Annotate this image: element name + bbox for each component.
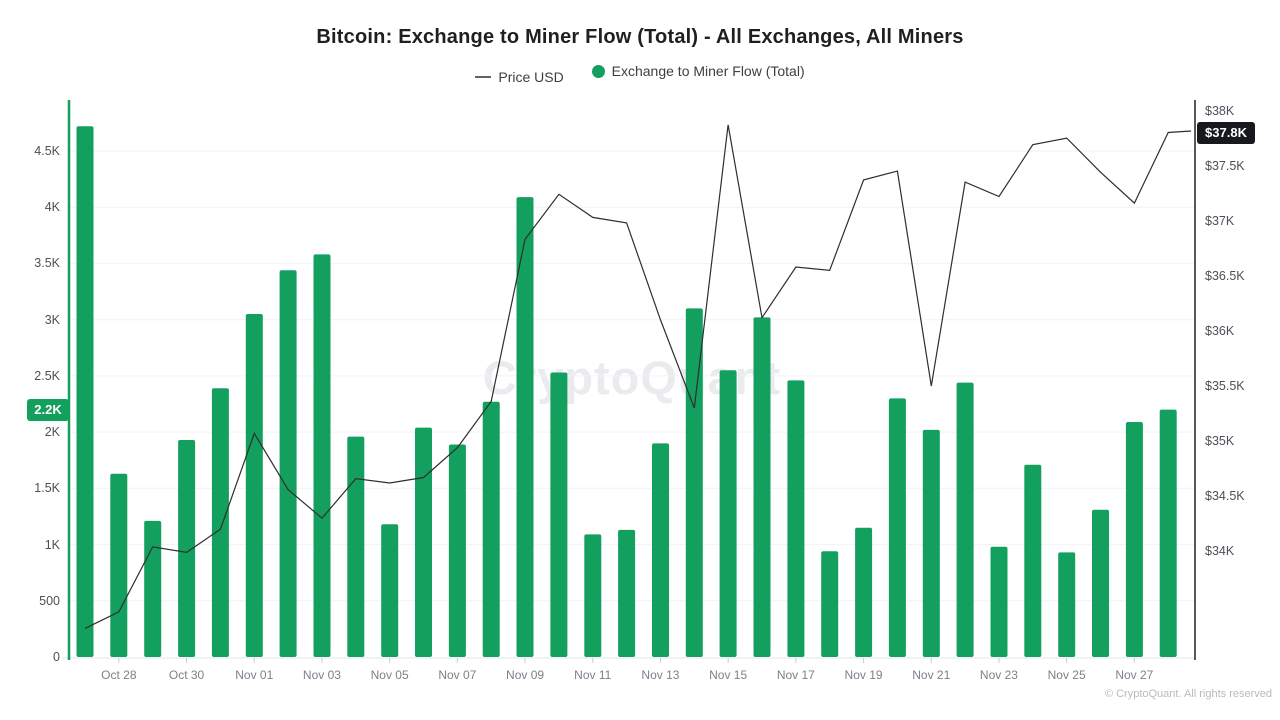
flow-bar — [719, 370, 737, 657]
x-tick-label: Nov 01 — [235, 668, 274, 682]
x-tick-label: Nov 09 — [506, 668, 545, 682]
legend-flow-label: Exchange to Miner Flow (Total) — [611, 63, 805, 79]
y-tick-label-left: 1K — [44, 537, 60, 552]
x-tick-label: Nov 05 — [370, 668, 409, 682]
x-tick-label: Nov 19 — [844, 668, 883, 682]
y-tick-label-right: $37K — [1205, 213, 1235, 228]
x-tick-label: Nov 15 — [709, 668, 748, 682]
flow-bar — [618, 529, 636, 657]
flow-bar — [1058, 552, 1076, 657]
x-tick-label: Nov 17 — [776, 668, 815, 682]
y-tick-label-left: 500 — [39, 593, 60, 608]
flow-bar — [956, 382, 974, 657]
flow-bar — [652, 443, 669, 657]
flow-bar — [313, 254, 331, 657]
y-tick-label-right: $37.5K — [1205, 158, 1245, 173]
flow-bar — [855, 527, 873, 657]
flow-bar — [990, 546, 1008, 657]
x-tick-label: Nov 13 — [641, 668, 680, 682]
chart-title: Bitcoin: Exchange to Miner Flow (Total) … — [316, 26, 964, 48]
line-swatch-icon — [475, 75, 492, 78]
copyright: © CryptoQuant. All rights reserved — [1104, 688, 1272, 700]
y-tick-label-left: 4K — [44, 200, 60, 215]
flow-bar — [448, 444, 466, 657]
y-tick-label-left: 2K — [44, 425, 60, 440]
flow-bar — [1125, 422, 1143, 657]
flow-bar — [347, 436, 365, 657]
flow-bar — [1024, 464, 1042, 657]
x-tick-label: Oct 28 — [101, 668, 137, 682]
y-tick-label-left: 2.5K — [34, 368, 60, 383]
flow-bar — [245, 314, 263, 657]
x-tick-label: Nov 27 — [1115, 668, 1154, 682]
x-tick-label: Oct 30 — [168, 668, 205, 682]
flow-bar — [753, 317, 771, 657]
y-tick-label-right: $34.5K — [1205, 489, 1245, 504]
flow-bar — [381, 524, 399, 657]
flow-bar — [1092, 509, 1109, 657]
y-tick-label-right: $34K — [1205, 544, 1235, 559]
right-axis-badge: $37.8K — [1197, 121, 1255, 144]
y-tick-label-left: 4.5K — [34, 144, 60, 158]
price-line — [84, 124, 1192, 629]
legend-price-label: Price USD — [498, 68, 564, 85]
flow-bar — [279, 270, 297, 657]
y-tick-label-left: 1.5K — [34, 481, 60, 496]
y-tick-label-right: $35.5K — [1205, 379, 1245, 393]
flow-bar — [144, 520, 162, 657]
y-tick-label-right: $36.5K — [1205, 268, 1245, 283]
x-tick-label: Nov 25 — [1047, 668, 1086, 682]
flow-bar — [888, 398, 906, 657]
dot-swatch-icon — [591, 64, 605, 78]
flow-bar — [76, 126, 94, 658]
flow-bar — [516, 197, 534, 657]
left-axis-badge: 2.2K — [27, 398, 69, 421]
legend: Price USD Exchange to Miner Flow (Total) — [0, 63, 1280, 85]
flow-bar — [584, 534, 602, 657]
flow-bar — [550, 372, 568, 657]
flow-bar — [787, 380, 805, 657]
y-tick-label-left: 3.5K — [34, 256, 60, 271]
flow-bar — [1159, 409, 1177, 657]
y-tick-label-right: $36K — [1205, 323, 1235, 338]
x-tick-label: Nov 07 — [438, 668, 477, 682]
flow-bar — [211, 388, 229, 657]
flow-bar — [922, 429, 940, 657]
y-tick-label-left: 3K — [44, 312, 60, 327]
legend-item-exchange-to-miner-flow[interactable]: Exchange to Miner Flow (Total) — [591, 63, 805, 79]
x-tick-label: Nov 03 — [302, 668, 341, 682]
flow-bar — [415, 427, 432, 657]
y-tick-label-left: 0 — [53, 650, 60, 664]
x-tick-label: Nov 23 — [979, 668, 1018, 682]
flow-bar — [110, 473, 128, 657]
flow-bar — [821, 551, 839, 657]
x-tick-label: Nov 11 — [574, 668, 612, 682]
y-tick-label-right: $35K — [1205, 434, 1235, 449]
legend-item-price-usd[interactable]: Price USD — [475, 68, 564, 85]
x-tick-label: Nov 21 — [912, 668, 951, 682]
flow-bar — [178, 440, 196, 657]
flow-bar — [482, 401, 500, 657]
y-tick-label-right: $38K — [1205, 103, 1235, 118]
